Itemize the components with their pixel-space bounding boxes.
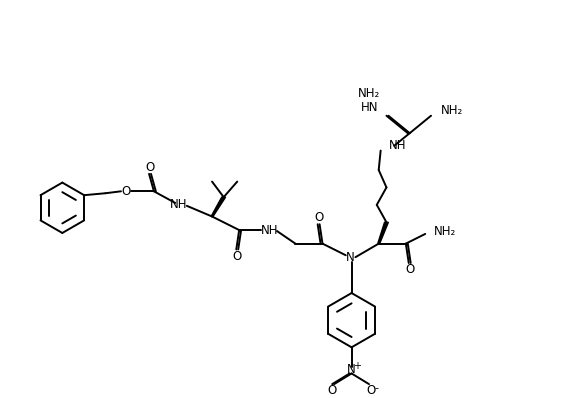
Text: NH₂: NH₂ [434,224,456,238]
Text: -: - [375,383,379,393]
Text: NH₂: NH₂ [358,87,380,100]
Text: O: O [405,263,414,276]
Text: NH₂: NH₂ [441,104,463,117]
Text: N: N [346,251,355,264]
Text: O: O [121,185,130,198]
Text: N: N [347,363,356,376]
Text: +: + [353,361,361,371]
Text: O: O [146,160,155,174]
Text: O: O [366,384,375,398]
Text: HN: HN [361,101,379,115]
Text: O: O [328,384,337,398]
Text: O: O [314,211,323,224]
Text: O: O [233,250,242,263]
Polygon shape [211,197,226,217]
Text: NH: NH [261,224,278,236]
Text: NH: NH [388,139,406,152]
Text: NH: NH [171,198,188,211]
Polygon shape [378,222,388,244]
